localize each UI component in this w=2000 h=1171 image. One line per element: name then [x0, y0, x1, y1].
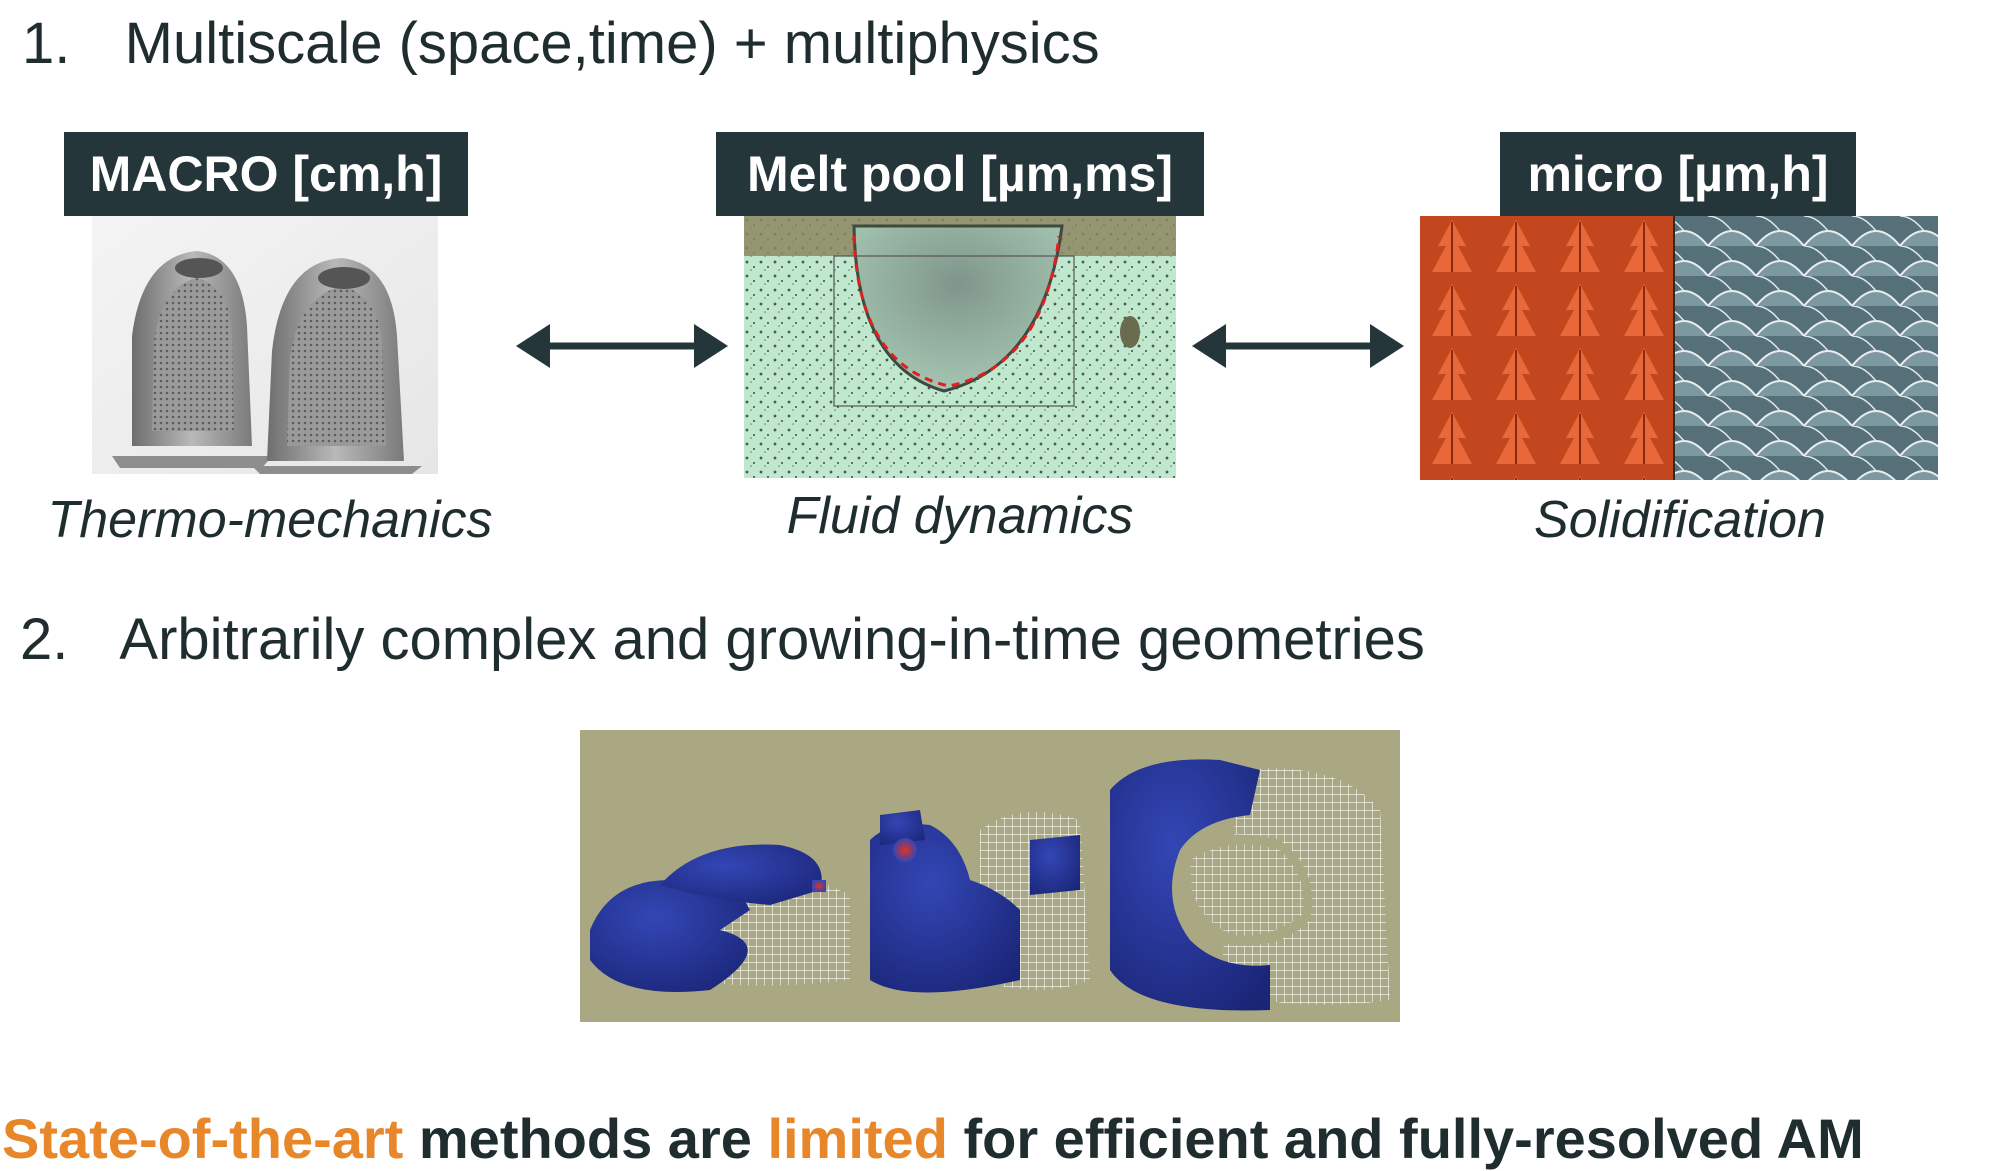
section-2-number: 2.: [20, 607, 68, 672]
double-arrow-icon: [1192, 320, 1404, 372]
macro-parts-image: [92, 216, 438, 474]
conclusion-text-2: for efficient and fully-resolved AM: [948, 1107, 1864, 1170]
section-1-number: 1.: [22, 11, 70, 76]
section-2-title: Arbitrarily complex and growing-in-time …: [119, 607, 1424, 672]
macro-tag: MACRO [cm,h]: [64, 132, 468, 216]
meltpool-tag: Melt pool [µm,ms]: [716, 132, 1204, 216]
growing-geometry-simulation-image: [580, 730, 1400, 1022]
conclusion-highlight-limited: limited: [767, 1107, 947, 1170]
conclusion-highlight-state-of-the-art: State-of-the-art: [2, 1107, 403, 1170]
meltpool-micrograph-image: [744, 216, 1176, 478]
macro-caption: Thermo-mechanics: [20, 490, 520, 550]
conclusion-text-1: methods are: [403, 1107, 767, 1170]
section-1-title: Multiscale (space,time) + multiphysics: [125, 11, 1100, 76]
double-arrow-icon: [516, 320, 728, 372]
meltpool-caption: Fluid dynamics: [714, 486, 1206, 546]
micro-caption: Solidification: [1440, 490, 1920, 550]
micro-dendrites-image: [1420, 216, 1938, 480]
section-2-heading: 2. Arbitrarily complex and growing-in-ti…: [20, 606, 1425, 673]
conclusion-statement: State-of-the-art methods are limited for…: [2, 1106, 1998, 1171]
section-1-heading: 1. Multiscale (space,time) + multiphysic…: [22, 10, 1100, 77]
micro-tag: micro [µm,h]: [1500, 132, 1856, 216]
